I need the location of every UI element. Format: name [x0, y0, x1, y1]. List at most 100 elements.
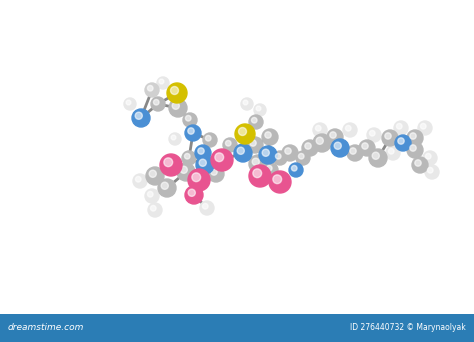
Circle shape [211, 149, 233, 171]
Circle shape [151, 97, 165, 111]
Circle shape [196, 156, 214, 174]
Circle shape [132, 109, 150, 127]
Circle shape [407, 130, 423, 146]
Circle shape [362, 143, 368, 149]
Circle shape [147, 86, 153, 91]
Circle shape [282, 145, 298, 161]
Circle shape [171, 135, 176, 140]
Circle shape [299, 154, 304, 159]
Circle shape [369, 149, 387, 167]
Circle shape [273, 151, 287, 165]
Circle shape [164, 158, 173, 167]
Circle shape [394, 121, 408, 135]
Circle shape [185, 125, 201, 141]
Circle shape [372, 152, 379, 159]
Circle shape [407, 142, 423, 158]
Circle shape [203, 133, 217, 147]
Circle shape [188, 128, 194, 134]
Circle shape [237, 147, 245, 154]
Circle shape [395, 135, 411, 151]
Circle shape [167, 83, 187, 103]
Circle shape [289, 163, 303, 177]
Circle shape [172, 102, 179, 109]
Circle shape [367, 128, 381, 142]
Circle shape [150, 206, 156, 211]
Circle shape [343, 123, 357, 137]
Circle shape [185, 116, 191, 121]
Circle shape [145, 189, 159, 203]
Circle shape [159, 79, 164, 84]
Circle shape [350, 148, 356, 154]
Circle shape [215, 153, 224, 162]
Circle shape [188, 169, 210, 191]
Circle shape [226, 141, 231, 146]
Circle shape [262, 129, 278, 145]
Circle shape [327, 129, 343, 145]
Circle shape [249, 115, 263, 129]
Circle shape [154, 100, 159, 105]
Circle shape [273, 175, 282, 184]
Circle shape [148, 203, 162, 217]
Circle shape [396, 123, 402, 129]
Circle shape [169, 99, 187, 117]
Circle shape [334, 142, 341, 149]
Text: ID 276440732 © Marynaolyak: ID 276440732 © Marynaolyak [350, 324, 466, 332]
Circle shape [426, 154, 431, 159]
Circle shape [249, 155, 267, 173]
Circle shape [146, 167, 164, 185]
Circle shape [183, 113, 197, 127]
Circle shape [238, 128, 246, 135]
Circle shape [195, 145, 211, 161]
Circle shape [369, 130, 375, 136]
Circle shape [316, 137, 323, 144]
Circle shape [135, 112, 142, 119]
Circle shape [359, 140, 375, 156]
Circle shape [252, 158, 259, 165]
Circle shape [180, 166, 187, 173]
Circle shape [249, 165, 271, 187]
Text: dreamstime.com: dreamstime.com [8, 324, 84, 332]
Circle shape [253, 169, 262, 177]
Circle shape [147, 192, 153, 197]
Circle shape [247, 137, 263, 153]
Circle shape [234, 144, 252, 162]
Circle shape [171, 87, 179, 94]
Circle shape [346, 126, 351, 131]
Circle shape [198, 148, 204, 154]
Circle shape [302, 140, 318, 156]
Circle shape [199, 159, 206, 166]
Circle shape [269, 171, 291, 193]
Circle shape [157, 77, 169, 89]
Circle shape [305, 143, 311, 149]
Circle shape [313, 123, 327, 137]
Circle shape [296, 151, 310, 165]
Circle shape [235, 124, 255, 144]
Circle shape [136, 176, 141, 182]
Circle shape [347, 145, 363, 161]
Circle shape [385, 133, 391, 139]
Circle shape [331, 139, 349, 157]
Circle shape [418, 121, 432, 135]
Circle shape [425, 165, 439, 179]
Circle shape [160, 154, 182, 176]
Circle shape [202, 203, 208, 209]
Circle shape [161, 182, 168, 189]
Circle shape [423, 151, 437, 165]
Circle shape [124, 98, 136, 110]
Circle shape [265, 132, 271, 138]
Circle shape [126, 100, 131, 105]
Circle shape [259, 146, 277, 164]
Circle shape [389, 148, 394, 154]
Circle shape [412, 157, 428, 173]
Circle shape [208, 166, 224, 182]
Circle shape [264, 163, 278, 177]
Circle shape [223, 138, 237, 152]
Circle shape [254, 104, 266, 116]
Circle shape [428, 168, 433, 173]
Circle shape [241, 98, 253, 110]
Circle shape [262, 149, 269, 156]
Circle shape [200, 201, 214, 215]
Circle shape [398, 138, 404, 144]
Circle shape [386, 146, 400, 160]
Circle shape [382, 130, 398, 146]
